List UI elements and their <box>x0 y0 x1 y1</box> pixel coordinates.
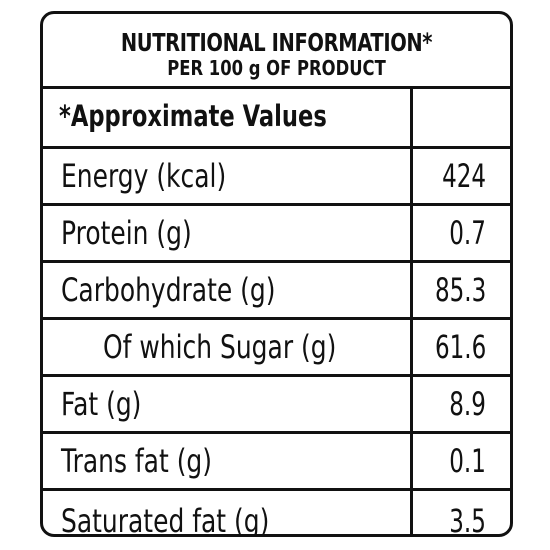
table-row-saturated-fat: Saturated fat (g) 3.5 <box>43 491 510 537</box>
column-divider <box>410 86 413 534</box>
saturated-fat-label: Saturated fat (g) <box>61 502 270 537</box>
nutrition-table: *Approximate Values Energy (kcal) 424 Pr… <box>43 86 510 537</box>
table-row-carbohydrate: Carbohydrate (g) 85.3 <box>43 263 510 320</box>
energy-value: 424 <box>442 157 486 195</box>
protein-label: Protein (g) <box>61 214 192 252</box>
fat-label: Fat (g) <box>61 385 142 423</box>
carbohydrate-value: 85.3 <box>434 271 486 309</box>
saturated-fat-value: 3.5 <box>449 502 486 537</box>
energy-label: Energy (kcal) <box>61 157 227 195</box>
sugar-label: Of which Sugar (g) <box>103 328 337 366</box>
table-row-protein: Protein (g) 0.7 <box>43 206 510 263</box>
carbohydrate-label: Carbohydrate (g) <box>61 271 276 309</box>
nutrition-title: NUTRITIONAL INFORMATION* <box>120 28 433 57</box>
approximate-values-label: *Approximate Values <box>59 99 327 133</box>
nutrition-header: NUTRITIONAL INFORMATION* PER 100 g OF PR… <box>43 14 510 89</box>
nutrition-panel: NUTRITIONAL INFORMATION* PER 100 g OF PR… <box>40 11 513 537</box>
table-row-fat: Fat (g) 8.9 <box>43 377 510 434</box>
table-row-trans-fat: Trans fat (g) 0.1 <box>43 434 510 491</box>
protein-value: 0.7 <box>449 214 486 252</box>
trans-fat-value: 0.1 <box>449 442 486 480</box>
fat-value: 8.9 <box>449 385 486 423</box>
nutrition-subtitle: PER 100 g OF PRODUCT <box>167 56 386 80</box>
table-header-row: *Approximate Values <box>43 86 510 149</box>
trans-fat-label: Trans fat (g) <box>61 442 213 480</box>
table-row-sugar: Of which Sugar (g) 61.6 <box>43 320 510 377</box>
sugar-value: 61.6 <box>434 328 486 366</box>
table-row-energy: Energy (kcal) 424 <box>43 149 510 206</box>
